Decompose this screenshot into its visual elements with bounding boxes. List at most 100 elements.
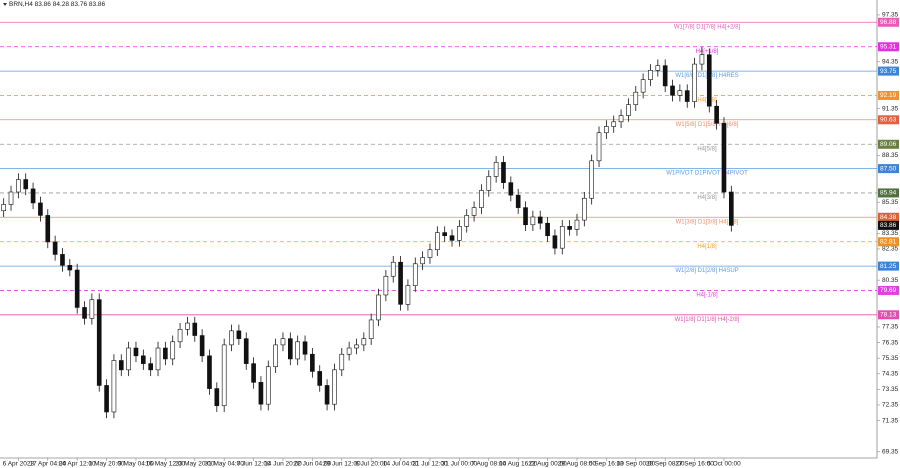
y-tick-label: 73.35 [882, 386, 899, 393]
level-price-box [878, 66, 899, 76]
y-tick-label: 80.35 [882, 277, 899, 284]
candle-body [148, 363, 153, 371]
x-tick-label: 21 Jul 12:00 [412, 461, 448, 468]
candle-body [126, 347, 131, 371]
candle-body [383, 275, 389, 296]
candle-body [655, 65, 661, 71]
level-price-label: 82.81 [880, 238, 897, 245]
x-tick-label: 1 May 20:00 [89, 461, 125, 468]
x-tick-label: 20 Sep 08:00 [646, 461, 685, 468]
candle-body [604, 126, 609, 134]
y-tick-label: 77.35 [882, 324, 899, 331]
level-price-label: 93.75 [880, 68, 897, 75]
candle-body [89, 299, 95, 319]
level-price-label: 81.25 [880, 263, 897, 270]
x-tick-label: 5 Sep 16:00 [589, 461, 624, 468]
candle-body [457, 226, 462, 241]
candle-body [170, 341, 176, 360]
y-tick-label: 75.35 [882, 355, 899, 362]
level-price-box [878, 261, 899, 271]
candle-body [258, 382, 264, 405]
candle-body [45, 215, 51, 243]
level-name: H4[3/8] [697, 195, 717, 201]
candle-body [435, 232, 440, 251]
symbol-menu-icon[interactable] [3, 3, 7, 6]
candle-body [699, 54, 705, 65]
candle-body [133, 347, 139, 357]
x-tick-label: 24 Apr 12:00 [59, 461, 96, 468]
candle-body [611, 121, 617, 127]
candle-body [185, 322, 190, 330]
candle-body [118, 360, 124, 371]
y-tick-label: 94.35 [882, 58, 899, 65]
level-price-box [878, 310, 899, 320]
candle-body [310, 353, 315, 372]
candle-body [96, 299, 102, 386]
candle-body [552, 235, 558, 249]
candle-body [684, 90, 690, 102]
y-tick-label: 71.35 [882, 417, 899, 424]
x-tick-label: 22 Aug 00:00 [528, 461, 567, 468]
candle-body [8, 191, 14, 205]
candle-body [449, 235, 455, 241]
candle-body [243, 338, 249, 364]
candle-body [501, 162, 506, 183]
candle-body [163, 347, 168, 360]
candle-body [199, 335, 205, 357]
candle-body [74, 269, 80, 308]
y-tick-label: 88.35 [882, 152, 899, 159]
y-tick-label: 69.35 [882, 448, 899, 455]
level-price-label: 90.63 [880, 117, 897, 124]
candle-body [332, 369, 337, 405]
level-price-label: 89.06 [880, 141, 897, 148]
candle-body [111, 360, 117, 413]
candle-body [640, 79, 646, 93]
y-tick-label: 97.35 [882, 12, 899, 19]
candle-body [633, 91, 639, 105]
candle-body [515, 194, 521, 208]
x-tick-label: 31 May 04:00 [204, 461, 244, 468]
chart-title: BRN,H4 83.86 84.28 83.76 83.86 [9, 1, 106, 8]
candle-body [280, 338, 286, 346]
candle-body [559, 226, 565, 249]
candle-body [398, 261, 403, 305]
candle-body [82, 307, 87, 319]
y-tick-label: 82.35 [882, 246, 899, 253]
candle-body [567, 226, 572, 230]
candle-body [273, 344, 278, 368]
candle-body [412, 263, 418, 286]
candle-body [339, 353, 345, 371]
level-price-box [878, 90, 899, 100]
candle-body [390, 261, 396, 277]
candle-body [207, 355, 212, 389]
x-tick-label: 27 Sep 16:00 [675, 461, 714, 468]
candle-body [354, 344, 359, 349]
level-name: W1[2/8] D1[2/8] H4SUP [675, 268, 738, 274]
level-name: H4[+1/8] [696, 49, 719, 55]
candle-body [52, 241, 58, 255]
candle-body [236, 330, 242, 339]
candle-body [692, 63, 697, 102]
candle-body [648, 70, 653, 80]
y-tick-label: 72.35 [882, 402, 899, 409]
x-tick-label: 5 Oct 00:00 [707, 461, 741, 468]
x-tick-label: 7 Aug 08:00 [471, 461, 506, 468]
level-price-label: 79.69 [880, 287, 897, 294]
candle-body [405, 285, 411, 305]
candle-body [508, 182, 514, 196]
candle-body [16, 179, 21, 193]
candle-body [30, 188, 36, 204]
level-price-box [878, 285, 899, 295]
level-price-box [878, 42, 899, 52]
candle-body [295, 341, 300, 360]
level-name: W1[1/8] D1[1/8] H4[-2/8] [675, 317, 740, 323]
level-price-box [878, 237, 899, 247]
candle-body [596, 132, 602, 162]
level-price-box [878, 212, 899, 222]
candle-body [530, 216, 536, 226]
candle-body [420, 257, 425, 265]
candle-body [618, 115, 624, 123]
candle-body [23, 179, 29, 190]
level-name: W1[5/8] D1[5/8] H4[6/8] [676, 122, 739, 128]
